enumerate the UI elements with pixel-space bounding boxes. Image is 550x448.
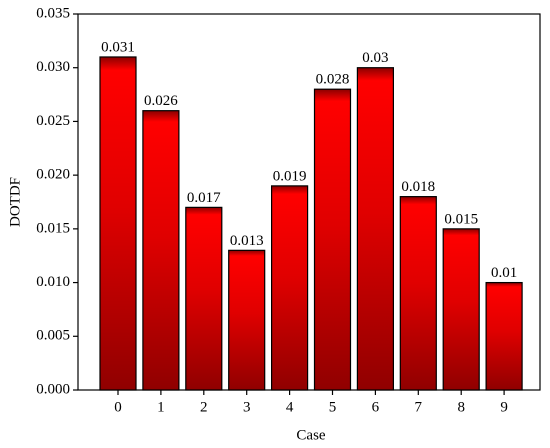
x-tick-label: 4: [286, 399, 294, 415]
y-tick-label: 0.015: [36, 220, 70, 236]
x-tick-label: 3: [243, 399, 251, 415]
bar: [99, 56, 137, 391]
bar: [142, 110, 180, 391]
y-tick-label: 0.020: [36, 167, 70, 183]
plot-frame: [77, 13, 541, 391]
y-axis-label: DOTDF: [7, 177, 23, 227]
bar: [399, 196, 437, 391]
bar: [313, 88, 352, 391]
x-tick-label: 0: [114, 399, 122, 415]
y-tick-label: 0.000: [36, 381, 70, 397]
data-label: 0.03: [362, 50, 388, 66]
x-tick-label: 8: [457, 399, 465, 415]
bar: [356, 67, 394, 391]
bar: [271, 185, 309, 391]
x-tick-label: 5: [329, 399, 337, 415]
x-tick-label: 2: [200, 399, 208, 415]
data-label: 0.015: [444, 211, 478, 227]
data-label: 0.013: [230, 233, 264, 249]
bar: [485, 281, 523, 391]
x-tick-label: 1: [157, 399, 165, 415]
data-label: 0.028: [316, 72, 350, 88]
y-tick-label: 0.010: [36, 274, 70, 290]
data-label: 0.026: [144, 93, 178, 109]
x-tick-label: 7: [415, 399, 423, 415]
data-label: 0.031: [101, 39, 135, 55]
data-label: 0.019: [273, 168, 307, 184]
bar: [228, 249, 266, 391]
bar: [185, 206, 223, 391]
y-tick-label: 0.035: [36, 5, 70, 21]
x-tick-label: 9: [500, 399, 508, 415]
data-label: 0.018: [401, 179, 435, 195]
x-axis-label: Case: [296, 427, 326, 443]
x-tick-label: 6: [372, 399, 380, 415]
y-tick-label: 0.005: [36, 328, 70, 344]
y-tick-label: 0.030: [36, 59, 70, 75]
data-label: 0.01: [491, 265, 517, 281]
y-tick-label: 0.025: [36, 113, 70, 129]
data-label: 0.017: [187, 190, 221, 206]
bar: [442, 228, 480, 391]
